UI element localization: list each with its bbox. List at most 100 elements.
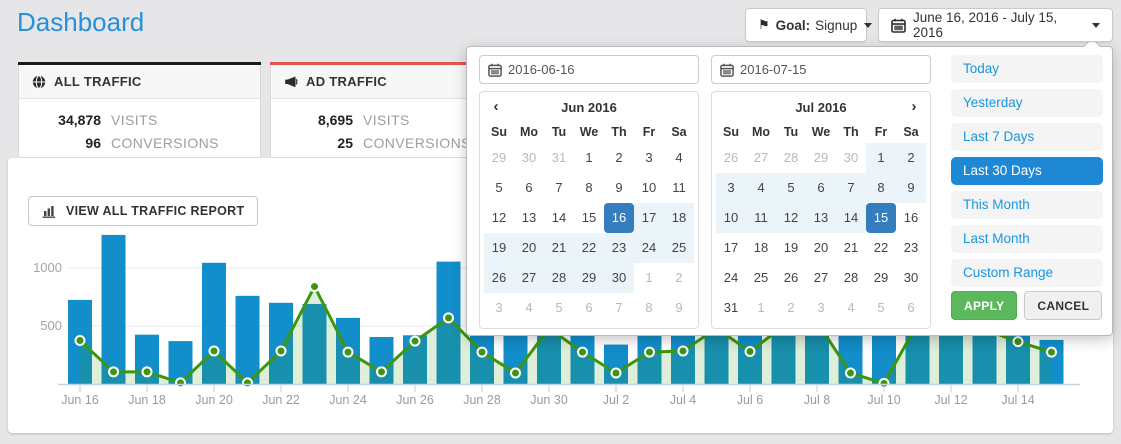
end-date-input[interactable]: [740, 56, 928, 83]
bar[interactable]: [302, 303, 327, 384]
day-cell[interactable]: 29: [873, 270, 889, 285]
day-cell[interactable]: 12: [491, 210, 507, 225]
day-cell[interactable]: 20: [514, 233, 544, 263]
day-cell[interactable]: 29: [813, 150, 829, 165]
data-point-marker[interactable]: [744, 346, 756, 358]
range-preset-this-month[interactable]: This Month: [951, 191, 1103, 219]
day-cell[interactable]: 1: [866, 143, 896, 173]
selected-day-cell[interactable]: 15: [866, 203, 896, 233]
day-cell[interactable]: 28: [783, 150, 799, 165]
day-cell[interactable]: 9: [896, 173, 926, 203]
day-cell[interactable]: 26: [484, 263, 514, 293]
day-cell[interactable]: 1: [585, 150, 593, 165]
data-point-marker[interactable]: [309, 281, 320, 293]
data-point-marker[interactable]: [376, 366, 387, 378]
day-cell[interactable]: 28: [544, 263, 574, 293]
day-cell[interactable]: 9: [615, 180, 623, 195]
day-cell[interactable]: 10: [641, 180, 657, 195]
selected-day-cell[interactable]: 16: [604, 203, 634, 233]
data-point-marker[interactable]: [409, 335, 421, 347]
day-cell[interactable]: 2: [615, 150, 623, 165]
bar[interactable]: [269, 302, 293, 384]
data-point-marker[interactable]: [1046, 346, 1057, 358]
day-cell[interactable]: 26: [723, 150, 739, 165]
prev-month-icon[interactable]: ‹: [493, 98, 499, 115]
day-cell[interactable]: 30: [521, 150, 537, 165]
data-point-marker[interactable]: [443, 312, 454, 324]
day-cell[interactable]: 28: [843, 270, 859, 285]
data-point-marker[interactable]: [510, 367, 521, 379]
day-cell[interactable]: 17: [723, 240, 739, 255]
range-preset-custom-range[interactable]: Custom Range: [951, 259, 1103, 287]
day-cell[interactable]: 7: [615, 300, 623, 315]
day-cell[interactable]: 19: [783, 240, 799, 255]
day-cell[interactable]: 2: [675, 270, 683, 285]
day-cell[interactable]: 2: [896, 143, 926, 173]
data-point-marker[interactable]: [175, 377, 186, 389]
day-cell[interactable]: 18: [753, 240, 769, 255]
day-cell[interactable]: 7: [836, 173, 866, 203]
day-cell[interactable]: 23: [903, 240, 919, 255]
day-cell[interactable]: 25: [664, 233, 694, 263]
day-cell[interactable]: 11: [746, 203, 776, 233]
day-cell[interactable]: 27: [514, 263, 544, 293]
day-cell[interactable]: 26: [783, 270, 799, 285]
day-cell[interactable]: 31: [723, 300, 739, 315]
day-cell[interactable]: 16: [903, 210, 919, 225]
day-cell[interactable]: 27: [813, 270, 829, 285]
data-point-marker[interactable]: [677, 345, 689, 357]
bar[interactable]: [202, 262, 226, 384]
day-cell[interactable]: 3: [495, 300, 503, 315]
day-cell[interactable]: 24: [634, 233, 664, 263]
day-cell[interactable]: 23: [604, 233, 634, 263]
day-cell[interactable]: 11: [672, 180, 686, 195]
day-cell[interactable]: 20: [813, 240, 829, 255]
date-range-button[interactable]: June 16, 2016 - July 15, 2016: [878, 8, 1113, 42]
range-preset-yesterday[interactable]: Yesterday: [951, 89, 1103, 117]
data-point-marker[interactable]: [1012, 336, 1024, 348]
day-cell[interactable]: 2: [787, 300, 795, 315]
day-cell[interactable]: 3: [817, 300, 825, 315]
goal-selector-button[interactable]: ⚑ Goal: Signup: [745, 8, 873, 42]
day-cell[interactable]: 5: [776, 173, 806, 203]
day-cell[interactable]: 8: [585, 180, 593, 195]
day-cell[interactable]: 8: [645, 300, 653, 315]
day-cell[interactable]: 10: [716, 203, 746, 233]
data-point-marker[interactable]: [74, 335, 86, 346]
day-cell[interactable]: 8: [866, 173, 896, 203]
day-cell[interactable]: 5: [555, 300, 563, 315]
day-cell[interactable]: 1: [757, 300, 765, 315]
day-cell[interactable]: 4: [847, 300, 855, 315]
apply-button[interactable]: APPLY: [951, 291, 1018, 320]
view-all-traffic-report-button[interactable]: VIEW ALL TRAFFIC REPORT: [28, 196, 259, 226]
day-cell[interactable]: 30: [843, 150, 859, 165]
day-cell[interactable]: 5: [495, 180, 503, 195]
day-cell[interactable]: 21: [544, 233, 574, 263]
next-month-icon[interactable]: ›: [911, 98, 917, 115]
day-cell[interactable]: 13: [521, 210, 537, 225]
day-cell[interactable]: 22: [574, 233, 604, 263]
day-cell[interactable]: 1: [645, 270, 653, 285]
bar[interactable]: [101, 234, 126, 384]
range-preset-today[interactable]: Today: [951, 55, 1103, 83]
day-cell[interactable]: 29: [574, 263, 604, 293]
data-point-marker[interactable]: [644, 346, 655, 358]
day-cell[interactable]: 18: [664, 203, 694, 233]
data-point-marker[interactable]: [108, 366, 119, 378]
day-cell[interactable]: 22: [873, 240, 889, 255]
day-cell[interactable]: 17: [634, 203, 664, 233]
day-cell[interactable]: 13: [806, 203, 836, 233]
day-cell[interactable]: 4: [675, 150, 683, 165]
day-cell[interactable]: 24: [723, 270, 739, 285]
range-preset-last-7-days[interactable]: Last 7 Days: [951, 123, 1103, 151]
day-cell[interactable]: 3: [645, 150, 653, 165]
day-cell[interactable]: 31: [551, 150, 567, 165]
cancel-button[interactable]: CANCEL: [1024, 291, 1103, 320]
range-preset-last-month[interactable]: Last Month: [951, 225, 1103, 253]
day-cell[interactable]: 30: [903, 270, 919, 285]
data-point-marker[interactable]: [610, 367, 622, 379]
bar[interactable]: [235, 295, 260, 384]
data-point-marker[interactable]: [577, 346, 588, 358]
day-cell[interactable]: 4: [746, 173, 776, 203]
day-cell[interactable]: 14: [836, 203, 866, 233]
